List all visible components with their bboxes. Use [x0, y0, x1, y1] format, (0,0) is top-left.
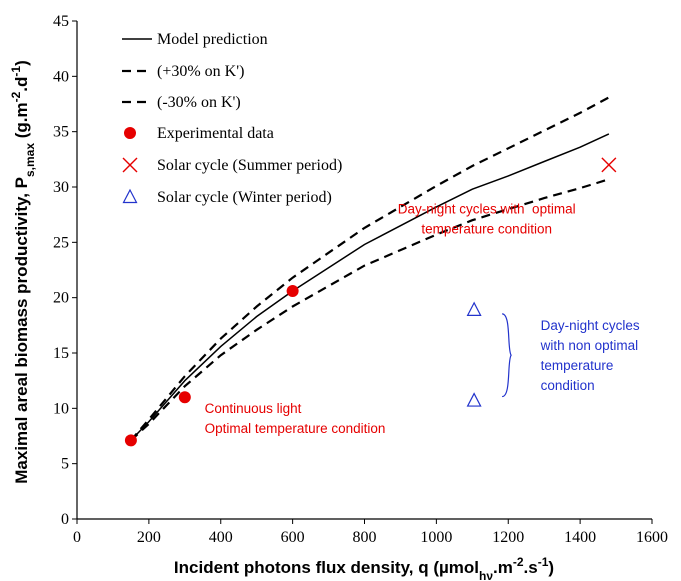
data-markers	[124, 157, 617, 447]
point-solar-cycle-winter-period	[466, 301, 482, 316]
y-tick-label: 20	[53, 290, 69, 307]
point-experimental-data	[178, 391, 191, 404]
series-line-model-prediction	[130, 133, 610, 441]
legend-label: Experimental data	[157, 125, 274, 142]
annotations: Day-night cycles with optimal temperature…	[205, 202, 640, 436]
series-line-30-on-k	[130, 178, 610, 442]
x-tick-label: 1000	[420, 529, 452, 546]
point-solar-cycle-summer-period	[601, 157, 617, 173]
x-tick-label: 1400	[564, 529, 596, 546]
axes: 0 5 10 15 20 25 30 35 40 45 0 200 400 600 800 1000 1200 1…	[53, 13, 668, 546]
y-axis-title: Maximal areal biomass productivity, Ps,m…	[9, 60, 37, 484]
legend-marker	[122, 188, 138, 204]
point-solar-cycle-winter-period	[466, 392, 482, 407]
model-curves	[130, 96, 610, 442]
x-tick-label: 600	[281, 529, 305, 546]
legend-item-model-prediction: Model prediction	[122, 31, 268, 48]
legend-marker	[122, 157, 138, 173]
legend-label: (+30% on K')	[157, 63, 244, 80]
y-tick-label: 10	[53, 400, 69, 417]
point-experimental-data	[286, 285, 299, 298]
legend-marker	[124, 127, 136, 139]
series-line-30-on-k	[130, 96, 610, 442]
annotation-1: Day-night cycles with optimal temperature…	[398, 202, 576, 237]
x-tick-label: 800	[353, 529, 377, 546]
annotation-2: Continuous light Optimal temperature cond…	[205, 401, 386, 436]
legend-item-30-on-k: (+30% on K')	[122, 63, 244, 80]
x-axis-title: Incident photons flux density, q (µmolhν…	[174, 555, 554, 581]
x-tick-label: 400	[209, 529, 233, 546]
legend-label: Solar cycle (Winter period)	[157, 189, 332, 206]
legend: Model prediction (+30% on K') (-30% on K')…	[122, 31, 342, 206]
annotation-3: Day-night cycles with non optimal temperat…	[540, 318, 640, 393]
y-tick-label: 30	[53, 179, 69, 196]
legend-item-solar-cycle-winter-period: Solar cycle (Winter period)	[122, 188, 332, 206]
legend-item-experimental-data: Experimental data	[124, 125, 274, 142]
point-experimental-data	[124, 434, 137, 447]
legend-item-solar-cycle-summer-period: Solar cycle (Summer period)	[122, 157, 342, 174]
x-tick-label: 0	[73, 529, 81, 546]
y-tick-label: 5	[61, 456, 69, 473]
legend-label: Solar cycle (Summer period)	[157, 157, 342, 174]
y-tick-label: 25	[53, 234, 69, 251]
y-tick-label: 40	[53, 68, 69, 85]
y-tick-label: 15	[53, 345, 69, 362]
y-tick-label: 0	[61, 511, 69, 528]
x-tick-label: 200	[137, 529, 161, 546]
x-tick-label: 1600	[636, 529, 668, 546]
legend-item-30-on-k: (-30% on K')	[122, 94, 241, 111]
y-tick-label: 35	[53, 124, 69, 141]
bracket-winter	[501, 313, 512, 398]
y-tick-label: 45	[53, 13, 69, 30]
curly-brace	[501, 313, 512, 398]
x-tick-label: 1200	[492, 529, 524, 546]
legend-label: Model prediction	[157, 31, 268, 48]
legend-label: (-30% on K')	[157, 94, 241, 111]
